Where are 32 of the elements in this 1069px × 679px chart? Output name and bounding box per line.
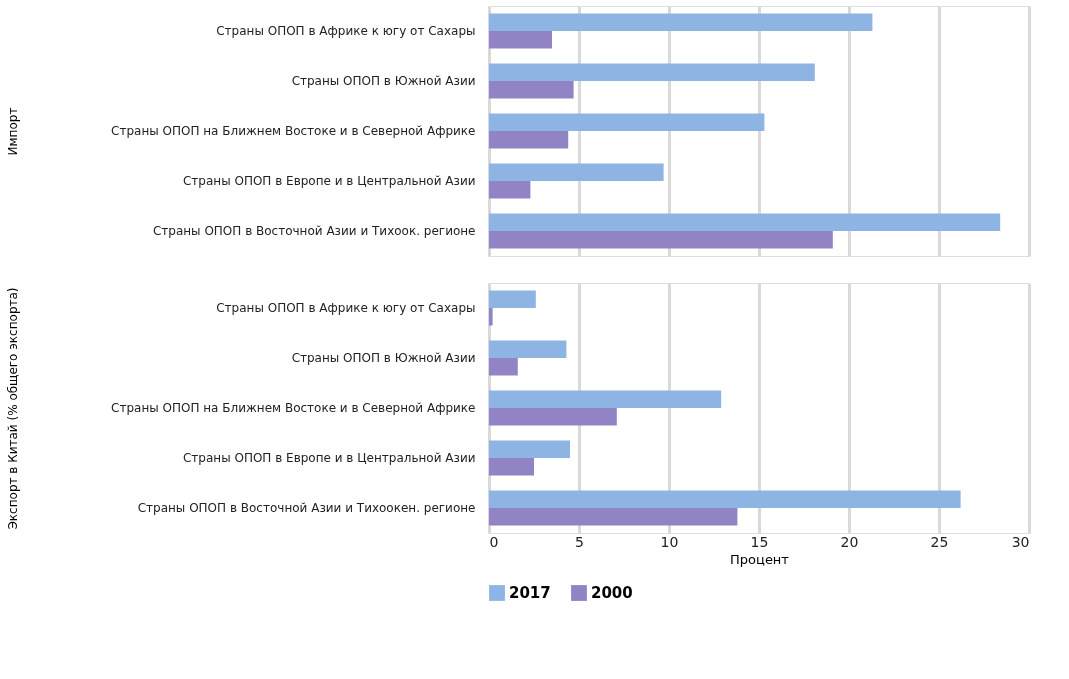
x-tick-label: 20 — [840, 533, 859, 550]
x-tick-label: 10 — [660, 533, 679, 550]
bar — [489, 131, 569, 149]
y-tick-label: Страны ОПОП в Африке к югу от Сахары — [216, 24, 476, 38]
bar — [489, 181, 531, 199]
bar — [489, 31, 552, 49]
bar — [489, 113, 765, 131]
bar — [489, 13, 873, 31]
legend-label: 2017 — [509, 584, 551, 602]
x-tick-label: 25 — [930, 533, 949, 550]
bar — [489, 163, 664, 181]
x-tick-label: 30 — [1011, 533, 1030, 550]
y-tick-label: Страны ОПОП в Южной Азии — [291, 351, 476, 365]
legend-label: 2000 — [591, 584, 633, 602]
y-tick-label: Страны ОПОП в Африке к югу от Сахары — [216, 301, 476, 315]
bar — [489, 63, 815, 81]
x-axis-title: Процент — [730, 551, 790, 567]
y-tick-label: Страны ОПОП на Ближнем Востоке и в Северной Африке — [111, 401, 476, 415]
bar — [489, 81, 574, 99]
y-tick-label: Страны ОПОП в Восточной Азии и Тихоок. регионе — [152, 224, 476, 238]
x-tick-label: 5 — [575, 533, 584, 550]
bar — [489, 231, 833, 249]
x-tick-label: 0 — [489, 533, 499, 550]
y-tick-label: Страны ОПОП в Европе и в Центральной Азии — [182, 174, 476, 188]
bar — [489, 213, 1001, 231]
y-axis-title: Экспорт в Китай (% общего экспорта) — [5, 287, 20, 530]
y-axis-title: Импорт — [5, 107, 20, 156]
y-tick-label: Страны ОПОП в Южной Азии — [291, 74, 476, 88]
y-tick-label: Страны ОПОП в Европе и в Центральной Азии — [182, 451, 476, 465]
y-tick-label: Страны ОПОП в Восточной Азии и Тихоокен. регионе — [137, 501, 476, 515]
y-tick-label: Страны ОПОП на Ближнем Востоке и в Северной Африке — [111, 124, 476, 138]
x-tick-label: 15 — [750, 533, 769, 550]
